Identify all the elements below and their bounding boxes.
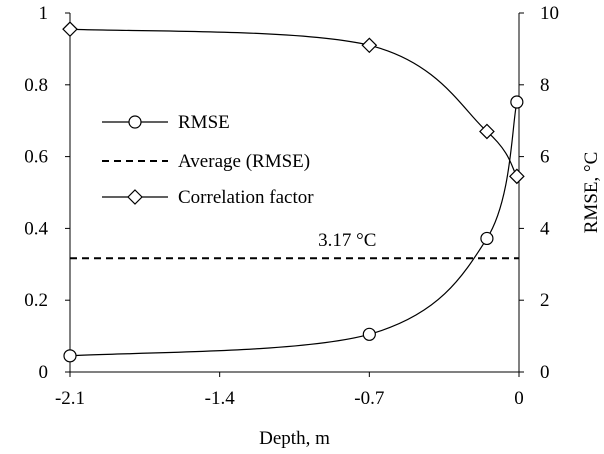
series-rmse: [63, 95, 524, 363]
correlation-factor-point: [509, 168, 525, 185]
rmse-point: [362, 327, 376, 341]
right-y-tick-label: 4: [540, 218, 550, 239]
correlation-factor-point: [479, 123, 495, 140]
legend-marker-rmse: [128, 115, 142, 129]
x-tick-label: -0.7: [354, 388, 384, 409]
series-layer: [62, 21, 525, 363]
legend-label-average-rmse: Average (RMSE): [178, 151, 310, 172]
series-correlation-factor: [62, 21, 525, 185]
left-y-tick-label: 0: [39, 362, 49, 383]
right-y-tick-label: 6: [540, 147, 550, 168]
legend-marker-correlation-factor: [127, 189, 143, 205]
correlation-factor-point: [361, 37, 378, 54]
left-y-tick-label: 0.4: [24, 218, 48, 239]
right-y-axis-title: RMSE, °C: [581, 152, 602, 234]
right-y-tick-label: 8: [540, 75, 550, 96]
left-y-tick-label: 1: [39, 3, 49, 24]
rmse-point: [480, 231, 494, 246]
left-y-tick-label: 0.8: [24, 75, 48, 96]
legend-label-correlation-factor: Correlation factor: [178, 187, 314, 208]
x-tick-label: -2.1: [55, 388, 85, 409]
rmse-point: [510, 95, 524, 109]
correlation-factor-line: [69, 28, 518, 177]
legend: RMSE Average (RMSE) Correlation factor: [92, 110, 360, 215]
rmse-line: [69, 101, 518, 357]
average-annotation: 3.17 °C: [318, 230, 376, 251]
right-y-tick-label: 2: [540, 290, 550, 311]
left-y-tick-label: 0.6: [24, 147, 48, 168]
left-y-tick-label: 0.2: [24, 290, 48, 311]
correlation-factor-point: [62, 21, 78, 38]
x-axis-title: Depth, m: [259, 428, 330, 449]
x-tick-label: -1.4: [205, 388, 236, 409]
axes: [65, 12, 524, 377]
x-tick-label: 0: [514, 388, 524, 409]
legend-label-rmse: RMSE: [178, 112, 230, 133]
rmse-point: [63, 349, 77, 363]
right-y-tick-label: 10: [540, 3, 559, 24]
right-y-tick-label: 0: [540, 362, 550, 383]
